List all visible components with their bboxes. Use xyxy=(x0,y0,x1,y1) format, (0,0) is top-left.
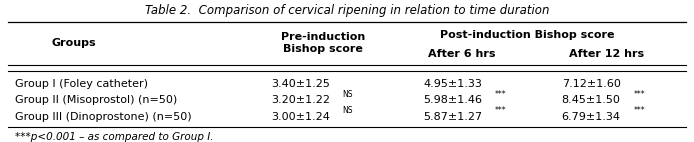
Text: NS: NS xyxy=(343,90,353,99)
Text: Group II (Misoprostol) (n=50): Group II (Misoprostol) (n=50) xyxy=(15,95,177,105)
Text: 3.20±1.22: 3.20±1.22 xyxy=(271,95,330,105)
Text: 5.98±1.46: 5.98±1.46 xyxy=(423,95,482,105)
Text: Group III (Dinoprostone) (n=50): Group III (Dinoprostone) (n=50) xyxy=(15,112,191,122)
Text: 3.40±1.25: 3.40±1.25 xyxy=(271,79,330,89)
Text: Post-induction Bishop score: Post-induction Bishop score xyxy=(440,30,614,40)
Text: After 6 hrs: After 6 hrs xyxy=(428,49,495,59)
Text: Groups: Groups xyxy=(51,38,96,48)
Text: Group I (Foley catheter): Group I (Foley catheter) xyxy=(15,79,148,89)
Text: 6.79±1.34: 6.79±1.34 xyxy=(561,112,620,122)
Text: 7.12±1.60: 7.12±1.60 xyxy=(561,79,620,89)
Text: 3.00±1.24: 3.00±1.24 xyxy=(271,112,330,122)
Text: ***p<0.001 – as compared to Group I.: ***p<0.001 – as compared to Group I. xyxy=(15,132,213,142)
Text: ***: *** xyxy=(634,90,645,99)
Text: 4.95±1.33: 4.95±1.33 xyxy=(423,79,482,89)
Text: ***: *** xyxy=(495,106,507,115)
Text: After 12 hrs: After 12 hrs xyxy=(569,49,644,59)
Text: NS: NS xyxy=(343,106,353,115)
Text: Pre-induction
Bishop score: Pre-induction Bishop score xyxy=(280,32,365,54)
Text: 5.87±1.27: 5.87±1.27 xyxy=(423,112,482,122)
Text: Table 2.  Comparison of cervical ripening in relation to time duration: Table 2. Comparison of cervical ripening… xyxy=(145,5,549,17)
Text: ***: *** xyxy=(495,90,507,99)
Text: ***: *** xyxy=(634,106,645,115)
Text: 8.45±1.50: 8.45±1.50 xyxy=(561,95,620,105)
